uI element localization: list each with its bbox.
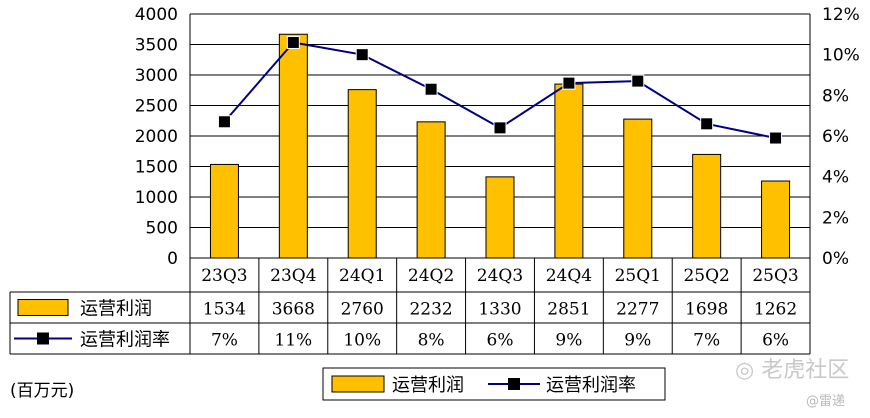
y-left-tick-label: 1500: [135, 158, 178, 178]
table-cell: 2232: [409, 300, 452, 320]
y-right-tick-label: 10%: [822, 46, 860, 66]
table-cell: 1698: [685, 300, 728, 320]
table-cell: 9%: [624, 331, 651, 351]
x-tick-label: 23Q3: [201, 266, 247, 286]
table-cell: 6%: [487, 331, 514, 351]
table-cell: 9%: [555, 331, 582, 351]
line-marker: [769, 131, 783, 145]
table-cell: 3668: [272, 300, 315, 320]
y-right-tick-label: 8%: [822, 86, 849, 106]
y-left-tick-label: 1000: [135, 188, 178, 208]
x-tick-label: 24Q3: [477, 266, 523, 286]
table-cell: 10%: [343, 331, 381, 351]
table-cell: 1534: [203, 300, 246, 320]
table-cell: 2760: [341, 300, 384, 320]
table-cell: 2851: [547, 300, 590, 320]
bar: [278, 33, 308, 259]
y-right-tick-label: 4%: [822, 168, 849, 188]
line-marker: [700, 117, 714, 131]
line-marker: [424, 82, 438, 96]
legend-swatch-bar: [331, 375, 385, 393]
table-cell: 1330: [478, 300, 521, 320]
table-cell: 6%: [762, 331, 789, 351]
line-marker: [286, 35, 300, 49]
table-cell: 7%: [211, 331, 238, 351]
bar: [692, 153, 722, 259]
line-marker: [217, 115, 231, 129]
y-right-tick-label: 12%: [822, 5, 860, 25]
x-tick-label: 24Q4: [546, 266, 592, 286]
table-legend-swatch-marker: [37, 332, 49, 345]
y-left-tick-label: 3500: [135, 36, 178, 56]
x-tick-label: 25Q1: [615, 266, 661, 286]
y-left-tick-label: 0: [167, 249, 178, 269]
table-row-label: 运营利润率: [80, 330, 170, 351]
bar: [209, 163, 239, 259]
unit-label: (百万元): [10, 381, 75, 401]
y-left-tick-label: 2000: [135, 127, 178, 147]
line-marker: [562, 76, 576, 90]
legend-label: 运营利润: [392, 375, 464, 396]
table-cell: 11%: [274, 331, 312, 351]
y-right-tick-label: 2%: [822, 208, 849, 228]
line-marker: [493, 121, 507, 135]
table-cell: 2277: [616, 300, 659, 320]
x-tick-label: 23Q4: [270, 266, 316, 286]
watermark-text: 老虎社区: [761, 358, 850, 383]
y-left-tick-label: 4000: [135, 5, 178, 25]
x-tick-label: 25Q2: [683, 266, 729, 286]
y-left-tick-label: 3000: [135, 66, 178, 86]
y-right-tick-label: 6%: [822, 127, 849, 147]
y-left-tick-label: 500: [146, 219, 178, 239]
legend-swatch-marker: [508, 378, 520, 390]
line-marker: [631, 74, 645, 88]
watermark: ◎ 老虎社区: [735, 352, 849, 384]
bar: [554, 83, 584, 259]
line-marker: [355, 48, 369, 62]
table-legend-swatch-bar: [17, 299, 69, 316]
x-tick-label: 25Q3: [752, 266, 798, 286]
x-tick-label: 24Q1: [339, 266, 385, 286]
bar: [416, 121, 446, 259]
table-cell: 1262: [754, 300, 797, 320]
bar: [485, 176, 515, 259]
bar: [761, 180, 791, 259]
watermark-icon: ◎: [735, 358, 755, 383]
legend-label: 运营利润率: [546, 375, 636, 396]
x-tick-label: 24Q2: [408, 266, 454, 286]
table-row-label: 运营利润: [80, 299, 152, 320]
table-cell: 8%: [418, 331, 445, 351]
y-left-tick-label: 2500: [135, 97, 178, 117]
bar: [623, 118, 653, 259]
y-right-tick-label: 0%: [822, 249, 849, 269]
table-cell: 7%: [693, 331, 720, 351]
bar: [347, 89, 377, 259]
watermark-sub: @雷递: [806, 394, 846, 409]
